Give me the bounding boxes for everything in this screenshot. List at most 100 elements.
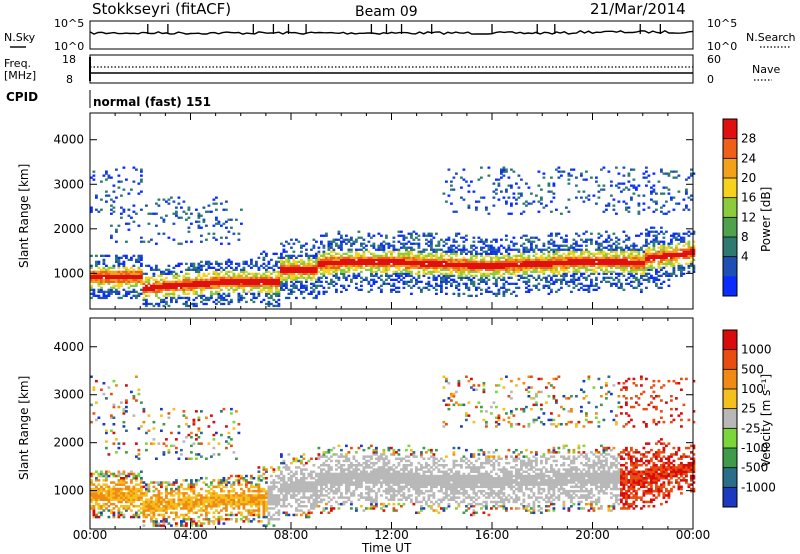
heatmap-cell	[157, 498, 161, 501]
heatmap-cell	[592, 254, 596, 257]
heatmap-cell	[182, 494, 186, 497]
heatmap-cell	[107, 487, 111, 491]
heatmap-cell	[315, 284, 318, 287]
heatmap-cell	[585, 250, 588, 253]
heatmap-cell	[617, 242, 621, 245]
heatmap-cell	[275, 262, 278, 265]
heatmap-cell	[480, 288, 483, 291]
heatmap-cell	[600, 168, 603, 171]
heatmap-cell	[547, 280, 551, 283]
heatmap-cell	[210, 487, 213, 491]
heatmap-cell	[525, 272, 528, 275]
heatmap-cell	[475, 266, 478, 269]
heatmap-cell	[117, 174, 121, 177]
heatmap-cell	[190, 264, 193, 267]
heatmap-cell	[445, 200, 448, 203]
heatmap-cell	[510, 292, 513, 295]
heatmap-cell	[162, 505, 166, 508]
heatmap-cell	[165, 496, 168, 499]
heatmap-cell	[95, 276, 98, 279]
heatmap-cell	[620, 272, 623, 275]
heatmap-cell	[375, 258, 378, 261]
heatmap-cell	[287, 272, 291, 275]
heatmap-cell	[330, 246, 333, 249]
heatmap-cell	[552, 240, 556, 243]
heatmap-cell	[652, 248, 656, 251]
heatmap-cell	[620, 182, 623, 185]
heatmap-cell	[292, 278, 296, 281]
heatmap-cell	[470, 282, 473, 285]
heatmap-cell	[415, 236, 418, 239]
heatmap-cell	[130, 515, 133, 519]
heatmap-cell	[617, 200, 621, 203]
heatmap-cell	[240, 270, 243, 273]
heatmap-cell	[392, 258, 396, 261]
heatmap-cell	[540, 248, 543, 251]
heatmap-cell	[577, 282, 581, 285]
heatmap-cell	[157, 509, 161, 512]
heatmap-cell	[90, 507, 93, 510]
heatmap-cell	[597, 250, 601, 253]
heatmap-cell	[185, 302, 188, 306]
heatmap-cell	[180, 492, 183, 495]
heatmap-cell	[660, 256, 663, 259]
heatmap-cell	[147, 509, 151, 512]
heatmap-cell	[150, 515, 153, 519]
heatmap-cell	[637, 268, 641, 271]
heatmap-cell	[187, 457, 191, 460]
heatmap-cell	[175, 438, 178, 441]
heatmap-cell	[162, 218, 166, 221]
heatmap-cell	[207, 286, 211, 289]
heatmap-cell	[312, 274, 316, 277]
heatmap-cell	[157, 522, 161, 525]
heatmap-cell	[355, 256, 358, 259]
heatmap-cell	[235, 278, 238, 281]
heatmap-cell	[167, 498, 171, 501]
heatmap-cell	[637, 194, 641, 197]
heatmap-cell	[90, 280, 93, 283]
heatmap-cell	[450, 272, 453, 275]
heatmap-cell	[462, 268, 466, 271]
heatmap-cell	[442, 192, 446, 195]
heatmap-cell	[632, 248, 636, 251]
heatmap-cell	[635, 186, 638, 189]
heatmap-cell	[122, 210, 126, 213]
heatmap-cell	[115, 168, 118, 171]
heatmap-cell	[477, 268, 481, 271]
heatmap-cell	[665, 200, 668, 203]
heatmap-cell	[487, 264, 491, 267]
heatmap-cell	[665, 262, 668, 265]
heatmap-cell	[330, 278, 333, 281]
heatmap-cell	[157, 500, 161, 504]
heatmap-cell	[302, 290, 306, 293]
heatmap-cell	[102, 479, 106, 482]
heatmap-cell	[442, 264, 446, 267]
heatmap-cell	[412, 276, 416, 279]
colorbar-swatch	[723, 256, 737, 277]
heatmap-cell	[110, 288, 113, 291]
heatmap-cell	[415, 254, 418, 257]
heatmap-cell	[122, 442, 126, 445]
heatmap-cell	[207, 210, 211, 213]
heatmap-cell	[505, 170, 508, 173]
heatmap-cell	[555, 268, 558, 271]
heatmap-cell	[492, 262, 496, 265]
heatmap-cell	[297, 264, 301, 267]
heatmap-cell	[602, 270, 606, 273]
heatmap-cell	[505, 262, 508, 265]
heatmap-cell	[330, 262, 333, 265]
heatmap-cell	[512, 242, 516, 245]
heatmap-cell	[320, 266, 323, 269]
heatmap-cell	[290, 292, 293, 295]
heatmap-cell	[302, 276, 306, 279]
heatmap-cell	[175, 481, 178, 484]
heatmap-cell	[655, 240, 658, 243]
heatmap-cell	[555, 208, 558, 211]
heatmap-cell	[115, 254, 118, 257]
heatmap-cell	[135, 272, 138, 275]
heatmap-cell	[222, 268, 226, 271]
heatmap-cell	[115, 438, 118, 441]
heatmap-cell	[415, 264, 418, 267]
heatmap-cell	[552, 244, 556, 247]
heatmap-cell	[597, 190, 601, 193]
